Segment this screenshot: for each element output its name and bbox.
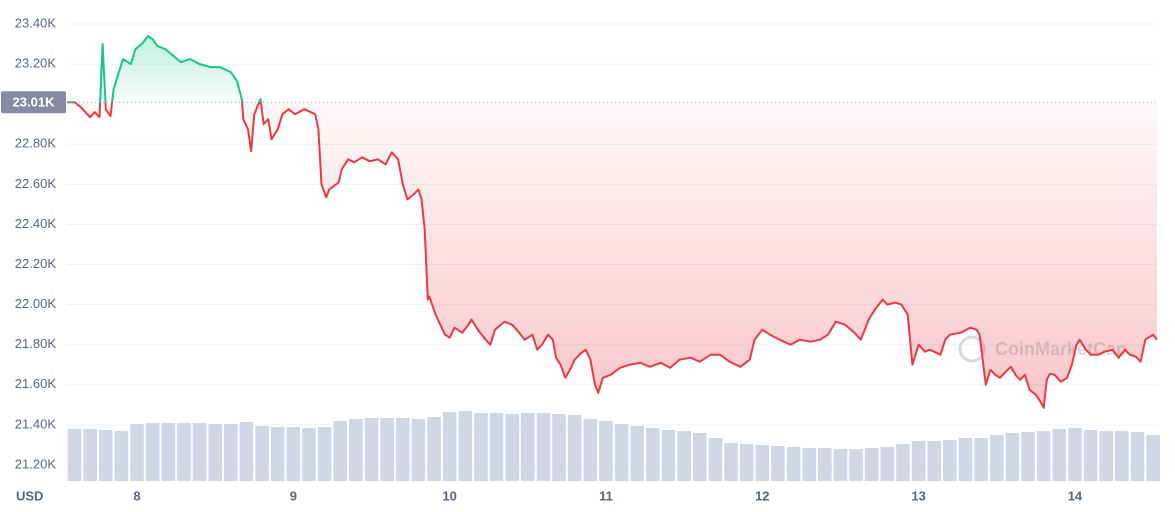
baseline-label: 23.01K — [13, 95, 56, 110]
y-tick-label: 22.40K — [15, 216, 57, 231]
volume-bar — [83, 429, 97, 481]
volume-bar — [1068, 428, 1082, 481]
volume-bar — [536, 413, 551, 481]
volume-bar — [302, 428, 316, 481]
volume-bar — [1021, 432, 1035, 481]
volume-bar — [192, 423, 207, 481]
volume-bar — [161, 423, 176, 481]
x-tick-label: 11 — [599, 488, 613, 503]
y-tick-label: 22.00K — [15, 296, 57, 311]
volume-bar — [771, 446, 785, 481]
volume-bar — [286, 427, 301, 481]
volume-bar — [646, 428, 660, 481]
volume-bar — [911, 441, 926, 481]
x-tick-label: 9 — [290, 488, 297, 503]
volume-bar — [349, 419, 363, 481]
volume-bar — [1005, 433, 1020, 481]
volume-bar — [708, 438, 723, 481]
volume-bar — [927, 441, 942, 481]
x-tick-label: 14 — [1068, 488, 1083, 503]
volume-bar — [599, 421, 613, 481]
volume-bar — [489, 413, 504, 481]
y-tick-label: 22.60K — [15, 176, 57, 191]
y-tick-label: 21.60K — [15, 376, 57, 391]
volume-bar — [458, 411, 473, 481]
volume-bar — [364, 418, 379, 481]
y-tick-label: 23.20K — [15, 56, 57, 71]
price-line-down — [67, 102, 1158, 409]
baseline-tag — [1, 91, 66, 114]
volume-bar — [1146, 435, 1160, 481]
volume-bar — [630, 426, 645, 481]
volume-bar — [380, 418, 394, 481]
x-tick-label: 10 — [442, 488, 456, 503]
volume-bar — [521, 413, 535, 481]
volume-bar — [567, 415, 582, 481]
y-tick-label: 21.40K — [15, 416, 57, 431]
volume-bar — [739, 444, 754, 481]
x-tick-label: 13 — [911, 488, 925, 503]
volume-bar — [692, 433, 707, 481]
volume-bar — [802, 448, 817, 481]
y-tick-label: 23.40K — [15, 15, 57, 30]
volume-bar — [474, 413, 488, 481]
volume-bar — [239, 422, 254, 481]
volume-bar — [1083, 430, 1098, 481]
volume-bar — [145, 423, 160, 481]
y-tick-label: 21.80K — [15, 336, 57, 351]
volume-bar — [1052, 429, 1067, 481]
x-axis-label: USD — [16, 488, 43, 503]
volume-bar — [333, 421, 348, 481]
volume-bar — [849, 449, 863, 481]
volume-bar — [411, 419, 426, 481]
volume-bar — [270, 427, 285, 481]
volume-bar — [614, 424, 629, 481]
y-tick-label: 21.20K — [15, 456, 57, 471]
volume-bar — [786, 447, 801, 481]
volume-bar — [552, 414, 566, 481]
volume-bar — [818, 448, 832, 481]
volume-bar — [864, 448, 879, 481]
y-tick-label: 22.20K — [15, 256, 57, 271]
x-tick-label: 8 — [133, 488, 140, 503]
y-tick-label: 22.80K — [15, 136, 57, 151]
volume-bar — [958, 438, 973, 481]
x-tick-label: 12 — [755, 488, 769, 503]
volume-bar — [583, 419, 598, 481]
volume-bar — [724, 443, 738, 481]
volume-bar — [661, 430, 676, 481]
volume-bar — [317, 427, 332, 481]
volume-bar — [442, 412, 457, 481]
volume-bar — [1130, 432, 1145, 481]
volume-bar — [427, 417, 441, 481]
volume-bar — [974, 438, 988, 481]
volume-bar — [395, 418, 410, 481]
volume-bar — [114, 431, 129, 481]
volume-bar — [1099, 431, 1114, 481]
volume-bar — [880, 447, 895, 481]
volume-bar — [677, 431, 691, 481]
volume-bar — [255, 426, 269, 481]
volume-bar — [833, 449, 848, 481]
volume-bar — [224, 424, 238, 481]
volume-bar — [755, 445, 770, 481]
volume-bar — [177, 423, 191, 481]
volume-bar — [943, 440, 957, 481]
volume-bar — [1036, 431, 1051, 481]
volume-bar — [989, 435, 1004, 481]
volume-bar — [1115, 431, 1129, 481]
area-up — [67, 36, 1157, 103]
volume-bar — [130, 424, 144, 481]
volume-bar — [505, 414, 520, 481]
volume-bar — [208, 424, 223, 481]
volume-bar — [67, 429, 82, 481]
volume-bar — [98, 430, 113, 481]
volume-bar — [896, 444, 910, 481]
